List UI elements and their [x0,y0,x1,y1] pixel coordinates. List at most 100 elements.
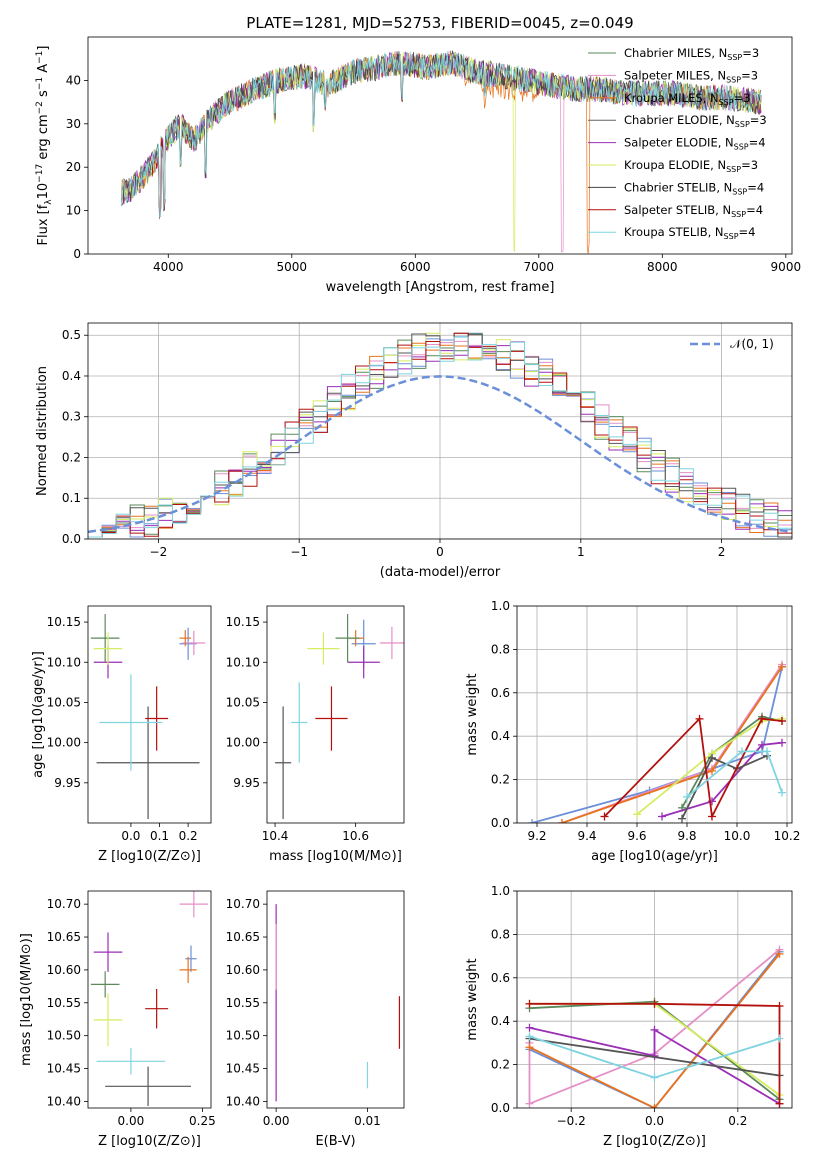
legend-name: Kroupa MILES, N [624,91,719,105]
x-tick-label: 0.2 [728,1114,747,1128]
panel-weight-vs-Z: −0.2 0.0 0.2 0.0 0.2 0.4 0.6 0.8 1.0 Z [log10(Z/Z… [465,884,793,1149]
x-tick-label: 0.2 [179,829,198,843]
data-point [185,945,197,972]
x-tick-label: −2 [150,545,168,559]
y-tick-label: 0.1 [62,491,81,505]
y-tick-label: 10.15 [47,615,81,629]
plus-marker [758,714,766,723]
data-point [93,932,123,972]
y-tick-label: 10.65 [226,930,260,944]
plus-marker [528,819,536,823]
y-tick-label: 0.0 [491,816,510,830]
y-tick-label: 10.65 [47,930,81,944]
x-tick-label: 0.0 [645,1114,664,1128]
y-tick-label: 0.0 [491,1101,510,1115]
plus-marker [525,999,534,1008]
y-label-part: erg cm [36,114,51,163]
x-tick-label: 9.2 [527,829,546,843]
y-tick-label: 0.6 [491,686,510,700]
x-axis-label: (data-model)/error [380,565,501,580]
y-tick-label: 1.0 [491,884,510,898]
data-point [379,626,404,660]
plot-area-mass-vs-ebv [275,904,401,1102]
legend-sub: SSP [726,165,741,174]
plus-marker [775,1099,784,1108]
data-point [179,630,191,647]
y-tick-label: 10.60 [226,963,260,977]
legend-tail: =4 [739,225,756,239]
legend-entry: Chabrier ELODIE, NSSP=3 [624,113,767,129]
y-tick-label: 10.50 [47,1029,81,1043]
axes-frame [87,605,212,824]
plus-marker [708,753,716,762]
x-tick-label: 6000 [400,260,431,274]
figure-title: PLATE=1281, MJD=52753, FIBERID=0045, z=0… [246,14,633,32]
y-tick-label: 9.95 [54,776,81,790]
panel-residuals: −2 −1 0 1 2 0.0 0.1 0.2 0.3 0.4 0.5 (data-model)/er… [35,322,793,580]
y-tick-label: 0.4 [62,369,81,383]
y-tick-label: 10.05 [226,695,260,709]
plus-marker [650,999,659,1008]
y-tick-label: 10.45 [226,1062,260,1076]
legend-entry: 𝒩(0, 1) [730,337,774,351]
data-point [179,891,209,918]
plus-marker [678,814,686,823]
x-tick-label: 9000 [771,260,802,274]
plus-marker [525,1032,534,1041]
y-label-part: ] [36,46,51,51]
x-axis-label: E(B-V) [315,1134,355,1149]
plus-marker [775,1002,784,1011]
plus-marker [525,1099,534,1108]
axes-frame [87,890,212,1109]
plus-marker [758,740,766,749]
axes-frame [266,890,405,1109]
plus-marker [650,1104,659,1108]
legend-sub: SSP [732,187,747,196]
legend-sub: SSP [719,98,734,107]
legend-sub: SSP [727,53,742,62]
legend-tail: =3 [750,113,767,127]
plot-area-weight-vs-age [517,606,792,823]
plus-marker [558,819,566,823]
y-label-part: Flux [f [36,204,51,245]
weight-series-line [531,666,783,823]
data-point [307,632,340,665]
legend-entry: Chabrier MILES, NSSP=3 [624,46,759,62]
x-axis-label: mass [log10(M/M⊙)] [269,849,402,864]
panel-age-vs-mass: 10.4 10.6 9.95 10.00 10.05 10.10 10.15 mass [lo… [226,605,405,864]
y-label-part: −1 [35,77,45,90]
weight-series-line [529,1002,781,1104]
y-tick-label: 30 [66,117,81,131]
axes-frame [516,890,793,1109]
y-tick-label: 10.70 [47,897,81,911]
plot-area-age-vs-mass [275,614,404,819]
legend-tail: =4 [747,180,764,194]
plus-marker [633,810,641,819]
plus-marker [650,1025,659,1034]
legend-name: Kroupa ELODIE, N [624,158,726,172]
data-point [99,674,163,771]
plus-marker [778,717,786,726]
plus-marker [778,788,786,797]
plot-area-weight-vs-Z [517,891,792,1108]
x-axis-label: Z [log10(Z/Z⊙)] [603,1134,706,1149]
x-tick-label: 10.0 [724,829,751,843]
legend-tail: =3 [734,91,751,105]
x-tick-label: 9.8 [677,829,696,843]
legend-entry: Salpeter ELODIE, NSSP=4 [624,136,766,152]
x-tick-label: 10.2 [774,829,801,843]
x-tick-label: 0 [436,545,444,559]
y-tick-label: 10.60 [47,963,81,977]
y-tick-label: 10.55 [226,996,260,1010]
legend-entry: Kroupa ELODIE, NSSP=3 [624,158,758,174]
y-tick-label: 0.2 [62,450,81,464]
y-tick-label: 10.55 [47,996,81,1010]
plot-area-age-vs-Z [90,614,206,819]
data-point [90,971,120,998]
y-tick-label: 10.00 [47,736,81,750]
legend-sub: SSP [724,232,739,241]
x-tick-label: 0.1 [150,829,169,843]
y-tick-label: 0.8 [491,642,510,656]
y-tick-label: 10.45 [47,1062,81,1076]
y-axis-label: mass [log10(M/M⊙)] [19,933,34,1066]
